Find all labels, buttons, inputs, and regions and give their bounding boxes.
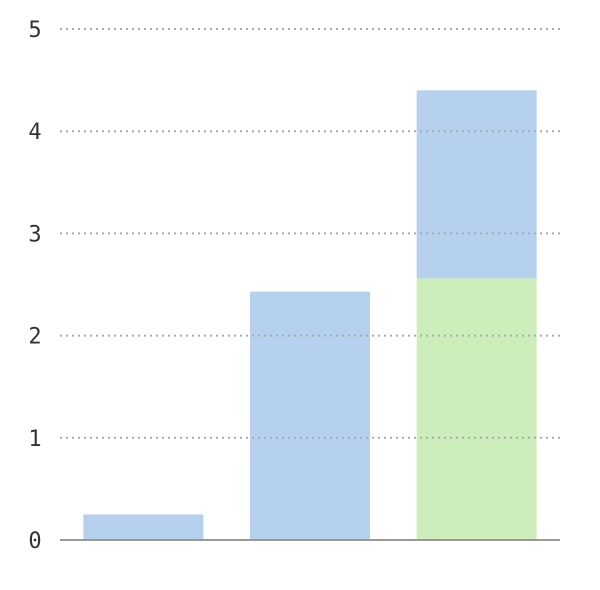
- y-tick-label: 5: [28, 18, 41, 43]
- y-tick-label: 1: [28, 427, 41, 452]
- y-tick-label: 4: [28, 120, 41, 145]
- y-tick-label: 2: [28, 325, 41, 350]
- bar-segment: [83, 514, 204, 540]
- y-tick-label: 0: [28, 529, 41, 554]
- bar-segment: [416, 278, 537, 540]
- bar-segment: [416, 90, 537, 279]
- y-tick-label: 3: [28, 222, 41, 247]
- bar-segment: [250, 291, 370, 540]
